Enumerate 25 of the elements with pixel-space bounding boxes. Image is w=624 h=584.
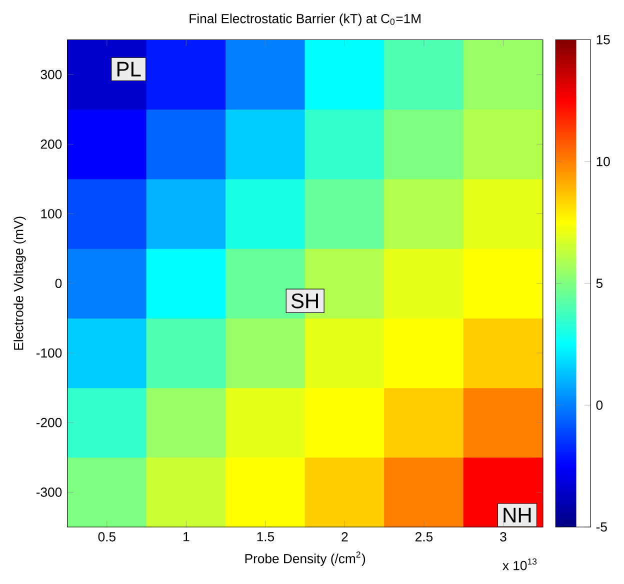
y-axis-title: Electrode Voltage (mV)	[14, 216, 26, 350]
y-tick-label: 0	[55, 278, 62, 288]
y-tick-label: 200	[40, 140, 62, 149]
x-tick-label: 0.5	[98, 532, 116, 542]
x-tick-label: 1	[184, 532, 190, 542]
color-bar-label: 5	[596, 278, 603, 288]
x-tick-label: 2	[342, 532, 348, 542]
text: x 10$^{13}$	[502, 558, 537, 570]
annotation: SH	[291, 294, 318, 308]
annotation: PL	[117, 62, 141, 76]
y-tick-label: 100	[41, 209, 62, 218]
y-tick-label: 300	[40, 70, 62, 80]
y-tick-label: -200	[36, 418, 62, 428]
color-bar-label: 15	[596, 35, 610, 44]
color-bar-label: 0	[596, 400, 603, 410]
x-axis-title: Probe Density (/cm$^{2}$)	[245, 552, 366, 566]
x-tick-label: 1.5	[257, 532, 274, 542]
color-bar-label: -5	[596, 522, 607, 532]
color-bar-label: 10	[596, 156, 610, 166]
annotation: NH	[504, 508, 531, 522]
chart-title: Final Electrostatic Barrier (kT) at C$_{0}$=1M	[190, 14, 420, 26]
x-tick-label: 3	[500, 532, 506, 542]
y-tick-label: -100	[36, 348, 62, 358]
y-tick-label: -300	[36, 488, 62, 497]
x-tick-label: 2.5	[416, 532, 433, 542]
